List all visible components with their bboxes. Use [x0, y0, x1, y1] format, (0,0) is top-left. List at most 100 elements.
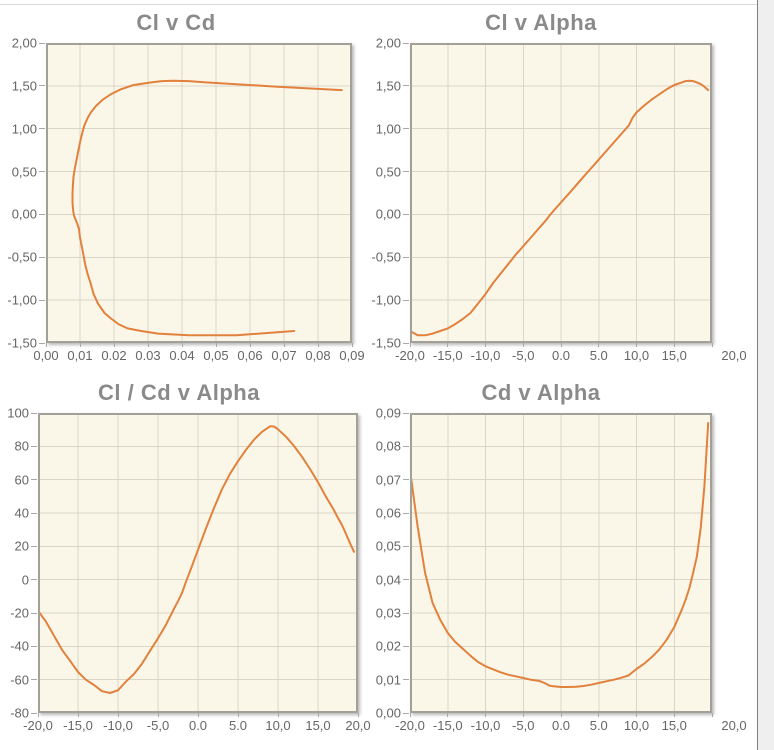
x-tick-label: 0.03	[135, 348, 161, 363]
plot-area	[46, 43, 352, 343]
y-axis-labels: 100 80 60 40 20 0 -20 -40 -60 -80	[0, 406, 38, 721]
x-tick-mark	[485, 713, 486, 717]
y-tick-mark	[31, 412, 37, 414]
x-tick-label: 20,0	[721, 348, 747, 363]
plot-area	[38, 413, 358, 713]
vertical-scrollbar[interactable]	[758, 0, 774, 750]
plot-svg	[410, 43, 712, 343]
y-tick-label: 0,04	[375, 572, 401, 588]
y-tick-mark	[403, 128, 409, 130]
y-tick-label: 2,00	[375, 35, 401, 51]
chart-title: Cd v Alpha	[481, 380, 601, 405]
top-border-line	[0, 4, 757, 5]
y-tick-mark	[403, 512, 409, 514]
y-tick-label: 0,50	[11, 164, 37, 180]
y-axis-labels: 0,09 0,08 0,07 0,06 0,05 0,04 0,03 0,02 0,01 0,00	[370, 406, 410, 721]
x-tick-label: 15,0	[305, 718, 331, 733]
x-tick-label: 0.0	[188, 718, 208, 733]
y-tick-mark	[39, 342, 45, 344]
x-tick-label: -10,0	[470, 348, 501, 363]
y-tick-label: 0	[21, 572, 29, 588]
x-tick-mark	[485, 343, 486, 347]
x-tick-label: 20,0	[721, 718, 747, 733]
y-tick-mark	[39, 213, 45, 215]
x-tick-label: 0,01	[67, 348, 93, 363]
x-axis-labels: 0,00 0,01 0.02 0.03 0.04 0,05 0,06 0,07 0,08 0,09	[33, 343, 365, 367]
y-tick-label: 40	[14, 505, 29, 521]
data-curve	[410, 422, 710, 688]
x-tick-label: -5,0	[146, 718, 170, 733]
y-tick-mark	[403, 479, 409, 481]
x-tick-mark	[113, 343, 115, 347]
x-tick-mark	[522, 713, 524, 717]
y-axis-labels: 2,00 1,50 1,00 0,50 0,00 -0,50 -1,00 -1,50	[0, 36, 46, 351]
plot-area	[410, 43, 712, 343]
x-axis-labels: -20,0 -15,0 -10,0 -5,0 0.0 5.0 10,0 15,0 20,0	[395, 343, 747, 367]
y-tick-label: 0,08	[375, 438, 401, 454]
y-tick-mark	[31, 712, 37, 714]
x-tick-label: 0.04	[169, 348, 195, 363]
y-tick-mark	[31, 512, 37, 514]
y-tick-mark	[403, 213, 409, 215]
y-tick-label: -0,50	[7, 249, 37, 265]
y-tick-mark	[31, 545, 37, 547]
y-tick-mark	[403, 579, 409, 581]
y-tick-mark	[31, 679, 37, 681]
x-tick-label: 0.0	[551, 718, 571, 733]
chart-title: Cl v Alpha	[485, 10, 597, 35]
y-tick-label: -0,50	[371, 249, 401, 265]
x-tick-mark	[409, 713, 411, 717]
x-tick-mark	[197, 713, 199, 717]
x-tick-mark	[117, 713, 119, 717]
x-tick-mark	[157, 713, 159, 717]
y-tick-label: 0,03	[375, 605, 401, 621]
x-tick-mark	[37, 713, 39, 717]
x-tick-mark	[598, 713, 600, 717]
y-tick-label: 60	[14, 472, 29, 488]
y-tick-label: 0,07	[375, 472, 401, 488]
x-tick-label: 5.0	[589, 718, 608, 733]
x-tick-label: 10,0	[623, 348, 650, 363]
y-tick-label: 0,09	[375, 405, 401, 421]
y-tick-label: -40	[10, 638, 29, 654]
chart-cd-v-alpha: Cd v Alpha 0,09 0,08 0,07 0,06 0,05 0,04 0,03 0…	[370, 376, 747, 737]
x-tick-mark	[447, 713, 449, 717]
y-tick-mark	[39, 128, 45, 130]
data-curve	[410, 79, 710, 337]
y-tick-mark	[39, 171, 45, 173]
y-tick-mark	[31, 645, 37, 647]
x-tick-label: 10,0	[265, 718, 291, 733]
x-tick-label: -10,0	[103, 718, 133, 733]
y-tick-label: 1,00	[11, 121, 37, 137]
y-tick-label: 0,50	[375, 164, 401, 180]
x-tick-mark	[357, 713, 359, 717]
x-tick-label: 20,0	[345, 718, 371, 733]
x-tick-mark	[522, 343, 524, 347]
y-tick-label: 2,00	[11, 35, 37, 51]
y-tick-label: 1,50	[375, 78, 401, 94]
x-tick-mark	[351, 343, 353, 347]
y-tick-label: -1,50	[371, 335, 401, 351]
x-tick-label: -15,0	[432, 718, 463, 733]
y-tick-label: 0,06	[375, 505, 401, 521]
y-tick-mark	[39, 85, 45, 87]
y-tick-mark	[403, 545, 409, 547]
x-tick-mark	[77, 713, 79, 717]
x-tick-mark	[249, 343, 251, 347]
x-tick-label: 15,0	[661, 718, 687, 733]
data-curve	[38, 425, 355, 694]
y-tick-label: -60	[10, 672, 29, 688]
x-tick-mark	[560, 343, 562, 347]
x-tick-label: -20,0	[395, 718, 425, 733]
plot-svg	[410, 413, 712, 713]
y-tick-mark	[31, 445, 37, 447]
x-tick-mark	[147, 343, 149, 347]
y-tick-label: 1,00	[375, 121, 401, 137]
plot-svg	[38, 413, 358, 713]
y-tick-label: -1,00	[7, 292, 37, 308]
chart-cl-v-alpha: Cl v Alpha 2,00 1,50 1,00 0,50 0,00 -0,50 -1,0…	[370, 6, 747, 367]
y-tick-mark	[403, 412, 409, 414]
chart-clcd-v-alpha: Cl / Cd v Alpha 100 80 60 40 20 0 -20 -40 -60 -80…	[0, 376, 370, 737]
chart-cl-v-cd: Cl v Cd 2,00 1,50 1,00 0,50 0,00 -0,50 -1,00 -1…	[0, 6, 370, 367]
x-tick-mark	[711, 713, 713, 717]
